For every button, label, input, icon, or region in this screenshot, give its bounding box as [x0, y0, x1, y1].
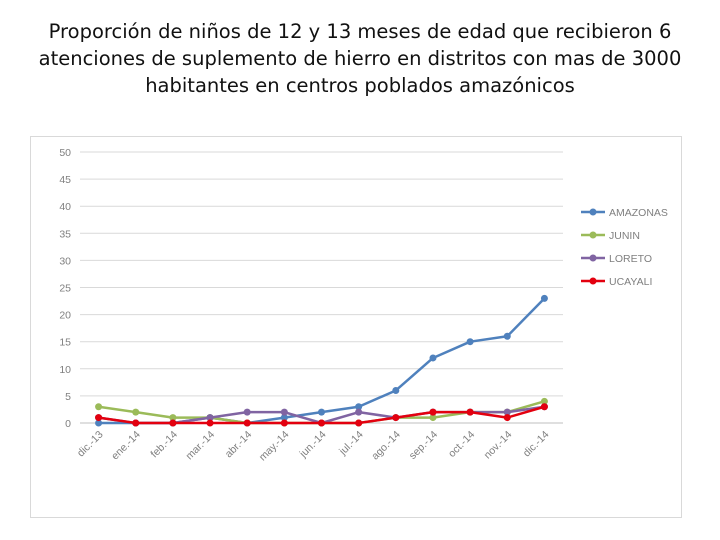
point-ucayali — [206, 419, 214, 427]
chart-frame — [30, 136, 682, 518]
point-loreto — [280, 408, 288, 416]
x-tick-label: dic.-14 — [521, 429, 552, 460]
chart-title-line-1: Proporción de niños de 12 y 13 meses de … — [48, 20, 672, 43]
y-tick-label: 5 — [65, 391, 71, 403]
y-tick-label: 40 — [59, 201, 71, 213]
point-ucayali — [466, 408, 474, 416]
y-tick-label: 50 — [59, 147, 71, 159]
x-tick-label: mar.-14 — [183, 429, 217, 463]
legend-label-loreto: LORETO — [609, 253, 652, 265]
x-tick-label: oct.-14 — [446, 429, 477, 460]
point-amazonas — [540, 294, 548, 302]
legend-marker-ucayali — [589, 277, 597, 285]
y-tick-label: 35 — [59, 228, 71, 240]
point-amazonas — [95, 419, 103, 427]
point-loreto — [243, 408, 251, 416]
point-ucayali — [429, 408, 437, 416]
y-tick-label: 20 — [59, 310, 71, 322]
point-ucayali — [132, 419, 140, 427]
point-ucayali — [540, 403, 548, 411]
x-tick-label: nov.-14 — [482, 429, 515, 462]
point-amazonas — [466, 338, 474, 346]
x-tick-label: ene.-14 — [109, 429, 143, 463]
point-amazonas — [392, 386, 400, 394]
x-tick-label: abr.-14 — [223, 429, 255, 461]
point-loreto — [503, 408, 511, 416]
point-amazonas — [355, 403, 363, 411]
y-tick-label: 15 — [59, 337, 71, 349]
legend-label-ucayali: UCAYALI — [609, 276, 652, 288]
legend-marker-amazonas — [589, 208, 597, 216]
chart-title-line-2: atenciones de suplemento de hierro en di… — [38, 47, 682, 70]
legend-marker-junin — [589, 231, 597, 239]
point-junin — [169, 414, 177, 422]
y-tick-label: 45 — [59, 174, 71, 186]
x-tick-label: feb.-14 — [148, 429, 180, 461]
point-ucayali — [503, 414, 511, 422]
point-amazonas — [280, 414, 288, 422]
x-tick-label: may.-14 — [257, 429, 292, 464]
point-ucayali — [318, 419, 325, 427]
point-loreto — [355, 408, 363, 416]
x-tick-label: sep.-14 — [407, 429, 440, 462]
y-tick-label: 25 — [59, 283, 71, 295]
point-amazonas — [429, 354, 437, 362]
legend-label-amazonas: AMAZONAS — [609, 207, 668, 219]
x-tick-label: dic.-13 — [75, 429, 106, 460]
y-tick-label: 30 — [59, 255, 71, 267]
point-ucayali — [95, 414, 103, 422]
point-junin — [429, 414, 437, 422]
y-tick-label: 10 — [59, 364, 71, 376]
chart-title: Proporción de niños de 12 y 13 meses de … — [0, 18, 720, 99]
point-ucayali — [243, 419, 251, 427]
point-ucayali — [280, 419, 288, 427]
point-junin — [95, 403, 103, 411]
x-tick-label: ago.-14 — [369, 429, 403, 463]
point-ucayali — [355, 419, 363, 427]
point-junin — [132, 408, 140, 416]
chart-title-line-3: habitantes en centros poblados amazónico… — [145, 74, 575, 97]
legend-label-junin: JUNIN — [609, 230, 640, 242]
point-amazonas — [318, 408, 325, 416]
point-amazonas — [503, 332, 511, 340]
series-line-amazonas — [98, 297, 546, 425]
point-junin — [540, 397, 548, 405]
x-tick-label: jun.-14 — [297, 429, 329, 461]
point-ucayali — [392, 414, 400, 422]
point-loreto — [206, 414, 214, 422]
legend-marker-loreto — [589, 254, 597, 262]
point-ucayali — [169, 419, 177, 427]
y-tick-label: 0 — [65, 418, 71, 430]
x-tick-label: jul.-14 — [336, 429, 366, 459]
